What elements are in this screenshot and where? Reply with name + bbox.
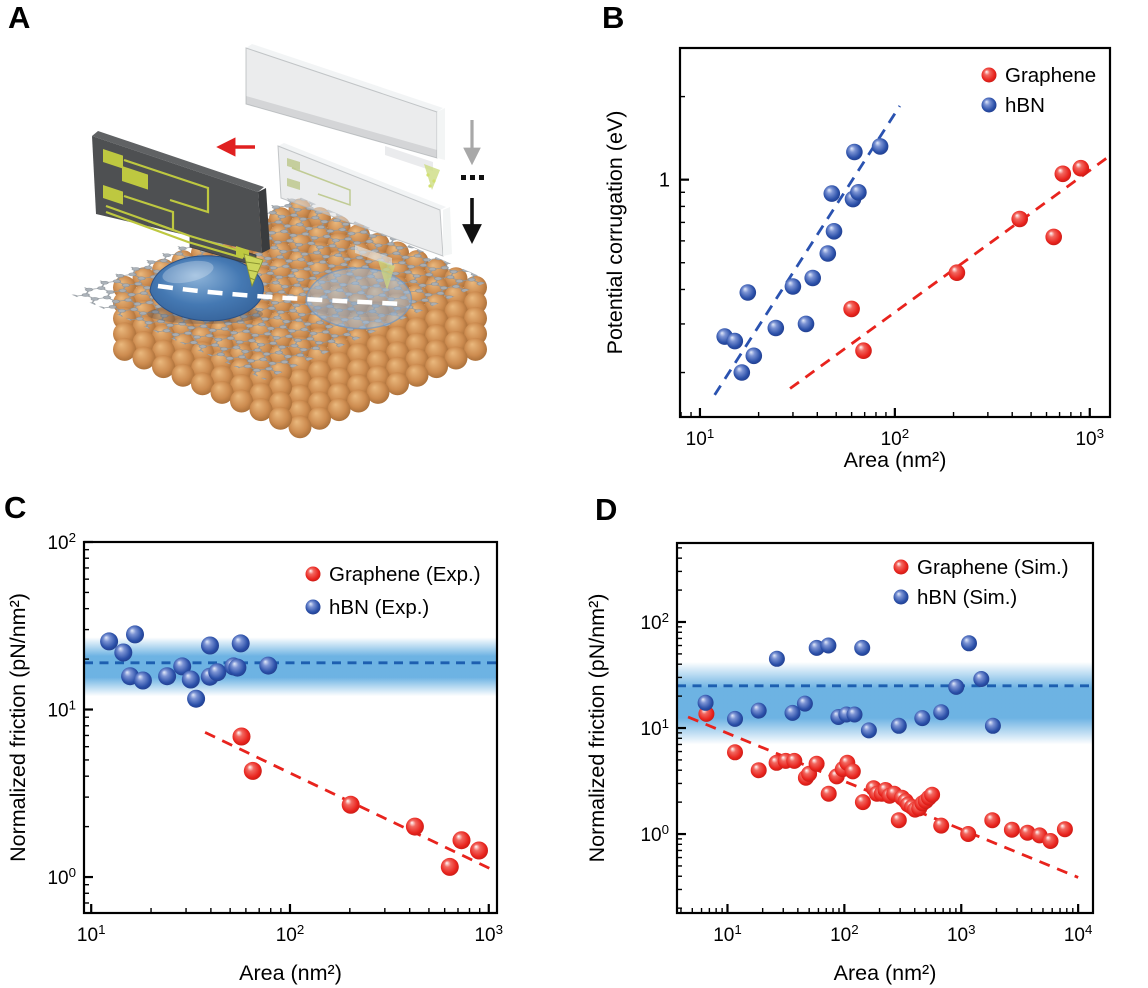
probe-tip [243,253,264,288]
panel-label-c: C [4,490,27,525]
x-tick-label-0: 101 [686,426,715,450]
panel-b: B 101 102 103 1 Area (nm²) Potential corrugat… [600,0,1148,480]
x-tick-label-1: 102 [881,426,910,450]
x-tick-label-2: 103 [474,922,503,946]
y-axis-title: Normalized friction (pN/nm²) [585,594,609,863]
axis-ticks [680,47,1091,417]
x-tick-label-1: 102 [830,922,859,946]
panel-label-b: B [602,0,625,35]
x-tick-label-0: 101 [713,922,742,946]
hbn-friction-band [84,637,497,697]
legend-label-graphene: Graphene (Exp.) [329,563,481,586]
ellipsis-dots [461,175,484,180]
graphene-points [843,159,1090,360]
graphene-points [698,705,1073,849]
circuit-traces [105,158,244,260]
x-axis-title: Area (nm²) [239,961,342,985]
panel-label-a: A [8,0,31,35]
legend-marker-graphene [305,566,321,582]
legend-label-hbn: hBN (Exp.) [329,596,429,619]
hbn-points [697,635,1001,739]
chart-potential-corrugation: 101 102 103 1 Area (nm²) Potential corrugatio… [603,46,1112,472]
sliding-path-dashed-line [157,283,403,307]
legend: Graphene (Exp.) hBN (Exp.) [305,563,481,619]
legend-marker-hbn [893,589,909,605]
x-tick-label-0: 101 [77,922,106,946]
y-tick-label-2: 102 [47,530,76,554]
legend-label-graphene: Graphene [1005,64,1096,87]
y-tick-label-0: 1 [659,170,670,192]
legend-marker-graphene [981,67,997,83]
y-tick-label-1: 101 [640,716,669,740]
plot-frame [678,46,1112,419]
y-tick-label-0: 100 [47,865,76,889]
hbn-points [716,138,889,381]
y-axis-title: Normalized friction (pN/nm²) [6,593,30,862]
droplet-highlight [162,260,214,284]
legend-marker-hbn [981,97,997,113]
legend-label-hbn: hBN [1005,94,1045,117]
plot-frame [82,540,499,915]
panel-label-d: D [595,492,618,527]
ghost-probe-tip-lower [378,260,395,290]
legend: Graphene hBN [981,64,1096,117]
x-tick-label-3: 104 [1064,922,1093,946]
legend: Graphene (Sim.) hBN (Sim.) [893,556,1069,609]
2d-sheet-lattice [70,195,490,380]
afm-cantilever-chip [92,131,270,267]
x-tick-label-2: 103 [947,922,976,946]
legend-marker-graphene [893,559,909,575]
x-tick-label-2: 103 [1075,426,1104,450]
x-tick-label-1: 102 [276,922,305,946]
x-axis-title: Area (nm²) [834,961,937,985]
legend-marker-hbn [305,599,321,615]
hbn-friction-band [677,661,1093,745]
axis-ticks [84,540,490,913]
ghost-probe-tip-upper [424,164,440,190]
ghost-circuit-traces [291,167,351,207]
panel-d: D 101 102 103 104 100 101 102 Area (nm²) Normali… [575,480,1148,988]
afm-experiment-illustration [70,44,490,439]
y-tick-label-0: 100 [640,822,669,846]
axis-ticks [677,547,1080,913]
legend-label-graphene: Graphene (Sim.) [917,556,1069,579]
graphene-points [232,727,488,876]
ghost-cantilever-lower [277,143,452,290]
y-axis-title: Potential corrugation (eV) [603,111,627,355]
x-axis-title: Area (nm²) [844,448,947,472]
chart-normalized-friction-simulation: 101 102 103 104 100 101 102 Area (nm²) Normalize… [585,541,1095,985]
panel-c: C 101 102 103 100 101 102 Area (nm²) Normalized… [0,480,575,988]
water-droplet-solid [149,255,264,322]
panel-a: A [0,0,600,480]
legend-label-hbn: hBN (Sim.) [917,586,1017,609]
trend-line-hbn [713,105,901,396]
chart-normalized-friction-experiment: 101 102 103 100 101 102 Area (nm²) Normalized f… [6,530,503,985]
y-tick-label-2: 102 [640,610,669,634]
ghost-cantilever-upper [245,44,445,190]
y-tick-label-1: 101 [47,697,76,721]
hbn-points [100,625,278,708]
